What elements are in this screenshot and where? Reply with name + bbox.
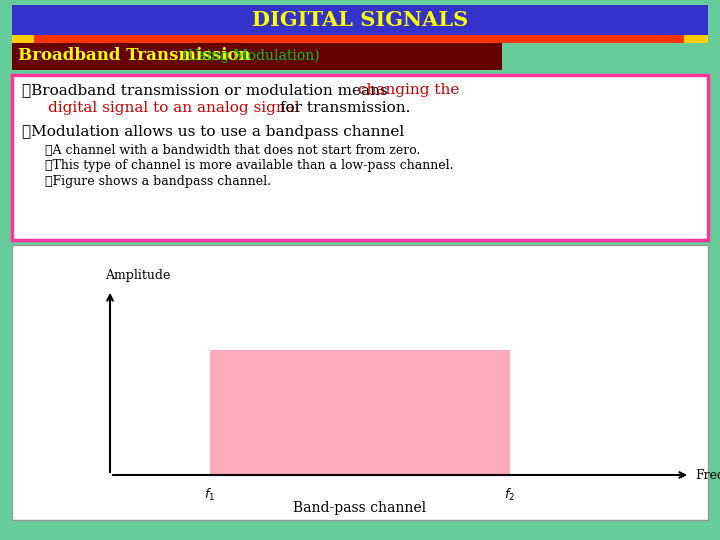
Text: Broadband Transmission: Broadband Transmission — [18, 48, 251, 64]
Text: $f_1$: $f_1$ — [204, 487, 215, 503]
Text: ☉Figure shows a bandpass channel.: ☉Figure shows a bandpass channel. — [45, 176, 271, 188]
Text: ☉This type of channel is more available than a low-pass channel.: ☉This type of channel is more available … — [45, 159, 454, 172]
Text: $f_2$: $f_2$ — [505, 487, 516, 503]
Text: ☉Modulation allows us to use a bandpass channel: ☉Modulation allows us to use a bandpass … — [22, 125, 404, 139]
Text: DIGITAL SIGNALS: DIGITAL SIGNALS — [252, 10, 468, 30]
Bar — [12, 43, 502, 70]
Text: Band-pass channel: Band-pass channel — [294, 501, 426, 515]
Text: Amplitude: Amplitude — [105, 269, 171, 282]
Bar — [210, 350, 510, 475]
Bar — [684, 35, 708, 43]
Text: digital signal to an analog signal: digital signal to an analog signal — [48, 101, 300, 115]
FancyBboxPatch shape — [12, 75, 708, 240]
Text: Frequency: Frequency — [695, 469, 720, 482]
Text: (Using Modulation): (Using Modulation) — [178, 49, 320, 63]
Bar — [12, 245, 708, 520]
Text: changing the: changing the — [358, 83, 459, 97]
Bar — [12, 35, 34, 43]
Bar — [34, 35, 684, 43]
Text: ☉A channel with a bandwidth that does not start from zero.: ☉A channel with a bandwidth that does no… — [45, 144, 420, 157]
Text: ☉Broadband transmission or modulation means: ☉Broadband transmission or modulation me… — [22, 83, 392, 97]
Bar — [12, 5, 708, 35]
Text: for transmission.: for transmission. — [275, 101, 410, 115]
